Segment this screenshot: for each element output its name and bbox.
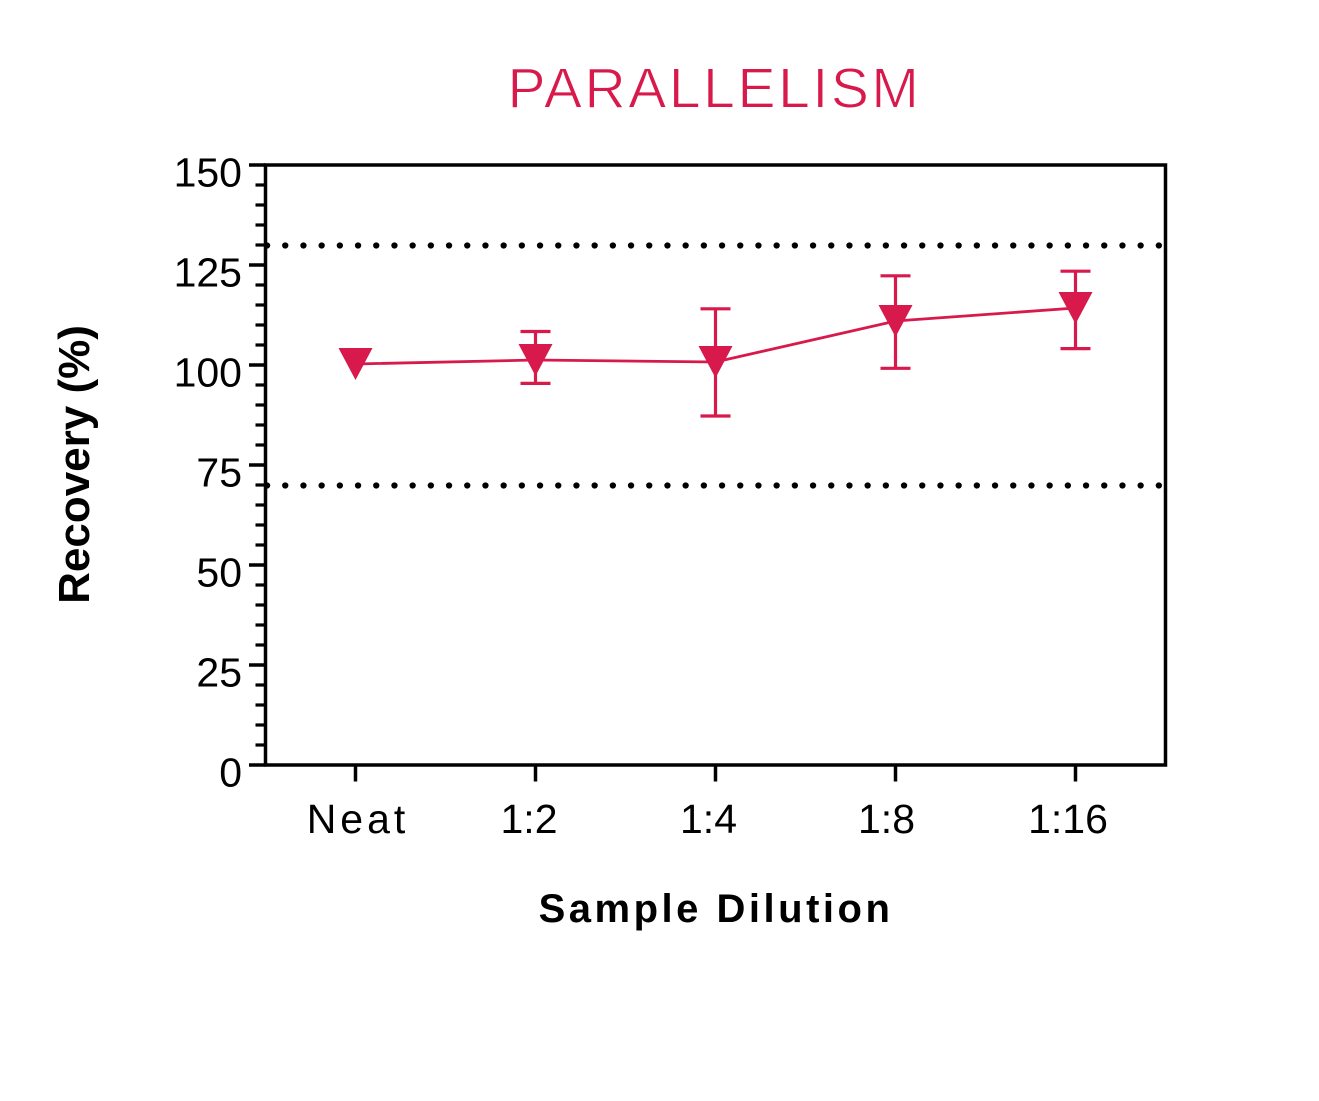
svg-text:125: 125 bbox=[174, 250, 242, 296]
svg-text:1:4: 1:4 bbox=[680, 796, 737, 842]
svg-text:Recovery (%): Recovery (%) bbox=[50, 325, 99, 604]
svg-text:1:16: 1:16 bbox=[1028, 796, 1108, 842]
svg-text:0: 0 bbox=[219, 750, 242, 796]
svg-text:25: 25 bbox=[196, 650, 242, 696]
svg-text:Sample Dilution: Sample Dilution bbox=[539, 887, 894, 931]
svg-text:1:2: 1:2 bbox=[501, 796, 558, 842]
svg-text:50: 50 bbox=[196, 550, 242, 596]
svg-text:1:8: 1:8 bbox=[858, 796, 915, 842]
svg-text:Neat: Neat bbox=[307, 796, 410, 842]
svg-text:100: 100 bbox=[174, 350, 242, 396]
svg-text:150: 150 bbox=[174, 150, 242, 196]
svg-text:75: 75 bbox=[196, 450, 242, 496]
svg-text:PARALLELISM: PARALLELISM bbox=[507, 57, 921, 121]
